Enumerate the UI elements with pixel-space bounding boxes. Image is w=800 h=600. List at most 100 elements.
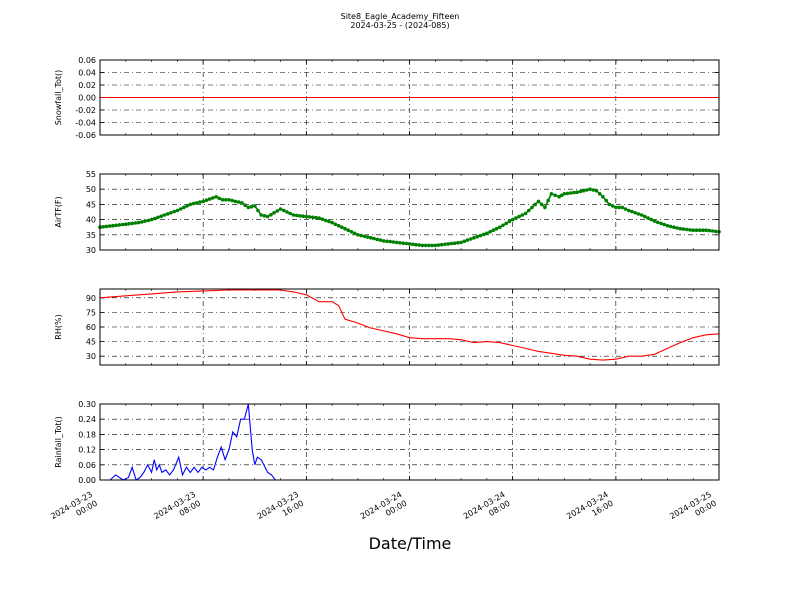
y-tick-label: 0.02 <box>78 81 96 90</box>
series-point <box>343 226 347 231</box>
series-point <box>178 207 183 211</box>
series-point <box>285 210 289 214</box>
series-point <box>327 219 331 224</box>
series-point <box>372 236 376 241</box>
series-point <box>320 217 325 221</box>
y-tick-label: 0.30 <box>78 400 96 409</box>
series-point <box>691 228 695 232</box>
series-point <box>311 215 315 220</box>
y-tick-label: 30 <box>86 246 96 255</box>
series-point <box>488 230 492 234</box>
series-point <box>591 188 596 192</box>
series-point <box>204 198 209 202</box>
series-point <box>456 241 460 245</box>
series-point <box>207 197 212 201</box>
series-point <box>652 219 657 223</box>
series-point <box>365 235 370 239</box>
series-point <box>543 205 547 210</box>
y-tick-label: -0.04 <box>75 119 96 128</box>
series-point <box>240 201 244 205</box>
y-tick-label: 75 <box>86 308 96 317</box>
plot-frame <box>99 288 720 366</box>
series-point <box>572 190 576 195</box>
series-point <box>130 221 134 226</box>
series-point <box>101 225 105 229</box>
series-point <box>494 226 499 231</box>
series-point <box>188 202 193 207</box>
series-point <box>423 243 428 248</box>
series-point <box>498 225 502 229</box>
series-point <box>346 228 351 232</box>
x-tick-labels: 2024-03-2300:00 2024-03-2308:00 2024-03-23… <box>49 490 718 530</box>
series-point <box>243 203 247 207</box>
series-point <box>646 216 650 220</box>
y-tick-label: 0.06 <box>78 461 96 470</box>
series-point <box>111 223 115 228</box>
series-point <box>675 226 679 230</box>
series-point <box>349 230 354 234</box>
series-point <box>546 198 550 203</box>
y-tick-label: 0.00 <box>78 476 96 485</box>
x-tick-label: 2024-03-2400:00 <box>359 490 409 530</box>
series-point <box>539 202 544 207</box>
series-point <box>604 198 608 203</box>
x-axis-label: Date/Time <box>368 534 452 553</box>
series-point <box>246 205 251 210</box>
series-point <box>172 209 176 214</box>
series-point <box>465 238 470 242</box>
series-point <box>388 239 393 244</box>
series-point <box>527 208 531 213</box>
series-point <box>153 216 157 221</box>
series-point <box>336 223 341 228</box>
series-point <box>678 226 683 231</box>
y-axis-label: Snowfall_Tot() <box>54 70 63 126</box>
series-point <box>278 207 283 211</box>
series-point <box>427 243 431 248</box>
subplot-2: 55 50 45 40 35 30 AirTF(F) <box>54 170 721 255</box>
series-point <box>504 221 509 226</box>
series-point <box>452 241 457 245</box>
series-point <box>714 229 718 234</box>
series-point <box>375 237 380 242</box>
chart-title: Site8_Eagle_Academy_Fifteen <box>340 12 460 21</box>
series-point <box>391 240 396 244</box>
series-point <box>481 232 486 237</box>
series-point <box>269 212 273 217</box>
series-point <box>510 217 515 222</box>
series-point <box>317 216 322 220</box>
series-point <box>553 193 557 198</box>
series-point <box>227 198 231 202</box>
series-point <box>385 239 389 244</box>
series-point <box>565 191 570 196</box>
series-point <box>636 212 641 216</box>
series-point <box>514 216 518 220</box>
series-point <box>323 218 328 223</box>
series-point <box>520 213 525 217</box>
y-tick-label: 35 <box>86 231 96 240</box>
y-tick-label: 0.04 <box>78 69 96 78</box>
series-line <box>100 403 719 481</box>
series-point <box>407 242 412 246</box>
series-point <box>236 200 241 204</box>
plot-frame <box>99 403 720 481</box>
series-point <box>685 227 689 232</box>
series-point <box>630 209 634 214</box>
y-tick-label: 90 <box>86 294 96 303</box>
series-point <box>124 222 128 226</box>
series-point <box>217 196 222 201</box>
series-point <box>133 221 138 225</box>
y-tick-label: 0.06 <box>78 56 96 65</box>
series-point <box>140 220 144 224</box>
series-point <box>288 211 293 216</box>
y-tick-label: 30 <box>86 352 96 361</box>
series-point <box>114 223 118 228</box>
series-point <box>597 192 602 196</box>
plot-frame <box>99 59 720 136</box>
series-point <box>146 218 151 223</box>
series-point <box>672 225 676 229</box>
y-tick-label: 55 <box>86 170 96 179</box>
series-point <box>191 201 196 206</box>
series-point <box>381 239 386 243</box>
series-point <box>662 222 666 227</box>
y-tick-label: 0.18 <box>78 430 96 439</box>
